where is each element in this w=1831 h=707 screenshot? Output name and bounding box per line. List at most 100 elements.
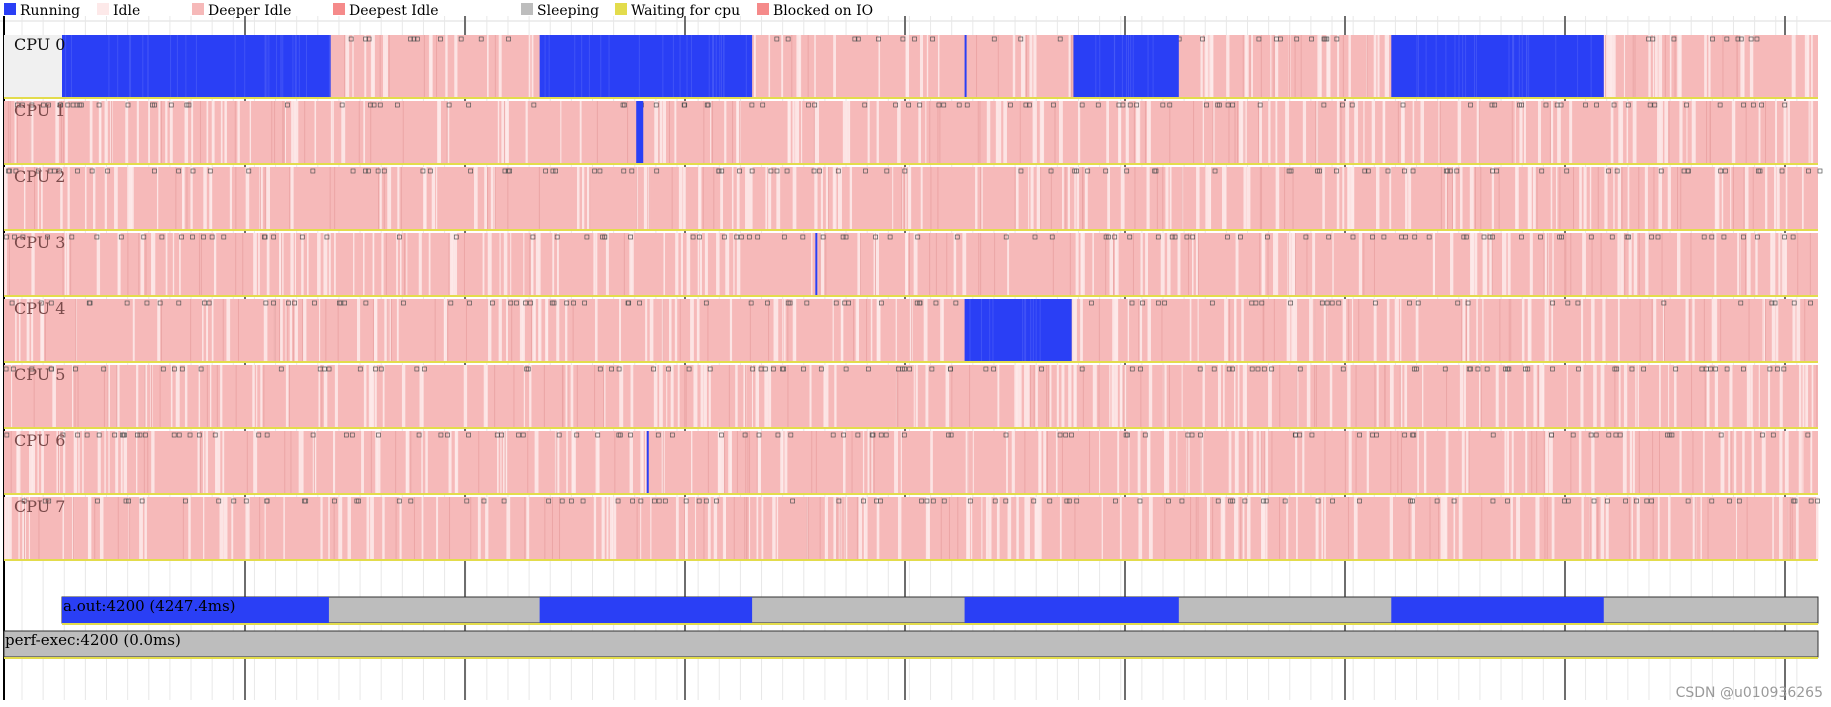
deepest-idle-slice bbox=[1187, 233, 1189, 295]
c-state-marker bbox=[697, 234, 702, 240]
c-state-marker bbox=[38, 300, 44, 306]
idle-slice bbox=[1678, 35, 1682, 97]
c-state-marker bbox=[118, 234, 124, 240]
c-state-marker bbox=[1611, 102, 1617, 108]
idle-slice bbox=[422, 365, 424, 427]
deepest-idle-slice bbox=[34, 167, 36, 229]
c-state-marker bbox=[862, 102, 868, 108]
c-state-marker bbox=[1230, 102, 1236, 108]
idle-slice bbox=[1395, 299, 1399, 361]
legend-item: Deeper Idle bbox=[192, 3, 291, 19]
idle-slice bbox=[1259, 431, 1262, 493]
deepest-idle-slice bbox=[1373, 233, 1375, 295]
c-state-marker bbox=[592, 168, 598, 174]
idle-slice bbox=[1495, 365, 1499, 427]
idle-slice bbox=[436, 497, 439, 559]
deepest-idle-slice bbox=[1745, 101, 1747, 163]
idle-slice bbox=[792, 101, 795, 163]
idle-slice bbox=[1034, 497, 1039, 559]
c-state-marker bbox=[1255, 366, 1261, 372]
idle-slice bbox=[773, 299, 778, 361]
deepest-idle-slice bbox=[1707, 497, 1709, 559]
c-state-marker bbox=[9, 300, 15, 306]
idle-slice bbox=[1120, 167, 1125, 229]
c-state-marker bbox=[1357, 432, 1362, 438]
idle-slice bbox=[220, 365, 223, 427]
c-state-marker bbox=[1039, 366, 1044, 372]
c-state-marker bbox=[1709, 234, 1715, 240]
deepest-idle-slice bbox=[1511, 101, 1513, 163]
deepest-idle-slice bbox=[811, 431, 813, 493]
idle-slice bbox=[1073, 365, 1077, 427]
deepest-idle-slice bbox=[494, 167, 496, 229]
idle-slice bbox=[87, 497, 92, 559]
deepest-idle-slice bbox=[1469, 299, 1471, 361]
deepest-idle-slice bbox=[1258, 101, 1260, 163]
deepest-idle-slice bbox=[939, 101, 941, 163]
c-state-marker bbox=[1724, 36, 1730, 42]
c-state-marker bbox=[1172, 234, 1178, 240]
idle-slice bbox=[1268, 101, 1271, 163]
c-state-marker bbox=[1402, 168, 1407, 174]
deepest-idle-slice bbox=[1169, 101, 1171, 163]
deepest-idle-slice bbox=[75, 299, 77, 361]
idle-slice bbox=[1692, 299, 1695, 361]
legend-label: Deepest Idle bbox=[349, 3, 439, 19]
deepest-idle-slice bbox=[929, 101, 931, 163]
c-state-marker bbox=[1374, 432, 1379, 438]
running-slice bbox=[1035, 299, 1037, 361]
idle-slice bbox=[698, 167, 702, 229]
c-state-marker bbox=[569, 498, 574, 504]
c-state-marker bbox=[363, 36, 368, 42]
idle-slice bbox=[151, 233, 156, 295]
c-state-marker bbox=[833, 300, 839, 306]
c-state-marker bbox=[1309, 432, 1315, 438]
idle-slice bbox=[428, 233, 431, 295]
idle-slice bbox=[1265, 497, 1268, 559]
idle-slice bbox=[640, 497, 642, 559]
c-state-marker bbox=[198, 366, 204, 372]
idle-slice bbox=[474, 167, 478, 229]
deepest-idle-slice bbox=[111, 101, 113, 163]
idle-slice bbox=[1241, 299, 1244, 361]
idle-slice bbox=[1400, 365, 1403, 427]
deepest-idle-slice bbox=[559, 497, 561, 559]
idle-slice bbox=[1125, 101, 1129, 163]
running-slice bbox=[980, 299, 982, 361]
c-state-marker bbox=[804, 300, 810, 306]
deepest-idle-slice bbox=[662, 431, 664, 493]
idle-slice bbox=[140, 233, 144, 295]
deepest-idle-slice bbox=[288, 365, 290, 427]
idle-slice bbox=[1075, 233, 1079, 295]
c-state-marker bbox=[1759, 432, 1765, 438]
idle-slice bbox=[1771, 233, 1776, 295]
c-state-marker bbox=[1079, 102, 1085, 108]
deepest-idle-slice bbox=[1638, 233, 1640, 295]
idle-slice bbox=[1234, 497, 1239, 559]
idle-slice bbox=[716, 233, 720, 295]
idle-slice bbox=[158, 101, 161, 163]
idle-slice bbox=[1775, 299, 1779, 361]
idle-slice bbox=[1348, 35, 1351, 97]
c-state-marker bbox=[1704, 366, 1709, 372]
idle-slice bbox=[1593, 365, 1597, 427]
running-slice bbox=[117, 35, 119, 97]
c-state-marker bbox=[1641, 366, 1647, 372]
c-state-marker bbox=[1365, 168, 1371, 174]
idle-slice bbox=[535, 233, 540, 295]
c-state-marker bbox=[1494, 168, 1500, 174]
idle-slice bbox=[1482, 233, 1486, 295]
deepest-idle-slice bbox=[1709, 101, 1711, 163]
deepest-idle-slice bbox=[1279, 365, 1281, 427]
idle-slice bbox=[487, 35, 489, 97]
cpu-row-background bbox=[4, 101, 1818, 163]
idle-slice bbox=[835, 167, 837, 229]
cpu-row: CPU 6 bbox=[4, 431, 1818, 495]
deepest-idle-slice bbox=[160, 299, 162, 361]
deepest-idle-slice bbox=[929, 233, 931, 295]
c-state-marker bbox=[768, 168, 774, 174]
deepest-idle-slice bbox=[216, 365, 218, 427]
idle-slice bbox=[454, 431, 459, 493]
idle-slice bbox=[1253, 431, 1257, 493]
deepest-idle-slice bbox=[527, 431, 529, 493]
